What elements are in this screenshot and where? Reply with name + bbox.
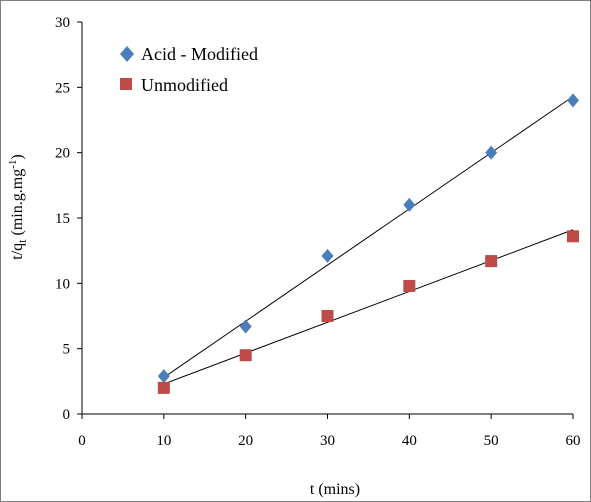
legend-label-acid-modified: Acid - Modified (141, 44, 258, 64)
y-tick-label: 10 (55, 276, 70, 292)
x-tick-label: 50 (484, 433, 499, 449)
data-point-square (567, 230, 579, 243)
y-tick-label: 30 (55, 15, 70, 31)
data-point-diamond (239, 319, 252, 334)
legend-marker-diamond (120, 46, 134, 62)
data-point-diamond (567, 93, 579, 108)
data-point-square (485, 255, 498, 268)
data-point-square (403, 279, 416, 292)
y-axis-title: t/qt (min.g.mg-1) (7, 154, 29, 259)
data-point-diamond (157, 369, 170, 384)
x-axis-title: t (mins) (310, 481, 360, 498)
data-point-diamond (403, 197, 416, 212)
x-tick-label: 60 (566, 433, 581, 449)
trendline-0 (163, 96, 574, 378)
data-point-square (157, 381, 170, 394)
data-point-square (239, 349, 252, 362)
legend-marker-square (120, 78, 132, 90)
y-tick-label: 0 (63, 407, 71, 423)
trendline-1 (163, 229, 574, 385)
x-tick-label: 0 (78, 433, 86, 449)
x-tick-label: 20 (238, 433, 253, 449)
data-point-diamond (321, 248, 334, 263)
y-tick-label: 20 (55, 146, 70, 162)
data-point-diamond (485, 145, 498, 160)
data-point-square (321, 310, 334, 322)
x-tick-label: 30 (320, 433, 335, 449)
legend: Acid - Modified Unmodified (120, 44, 258, 95)
plot-area: 0 5 10 15 20 25 30 0 10 20 30 40 50 60 (55, 15, 581, 449)
x-tick-label: 40 (402, 433, 417, 449)
legend-item-unmodified: Unmodified (120, 75, 228, 95)
y-tick-label: 15 (55, 211, 70, 227)
y-tick-label: 5 (63, 342, 71, 358)
legend-item-acid-modified: Acid - Modified (120, 44, 258, 64)
legend-label-unmodified: Unmodified (141, 75, 228, 95)
y-tick-label: 25 (55, 80, 70, 96)
x-tick-label: 10 (156, 433, 171, 449)
